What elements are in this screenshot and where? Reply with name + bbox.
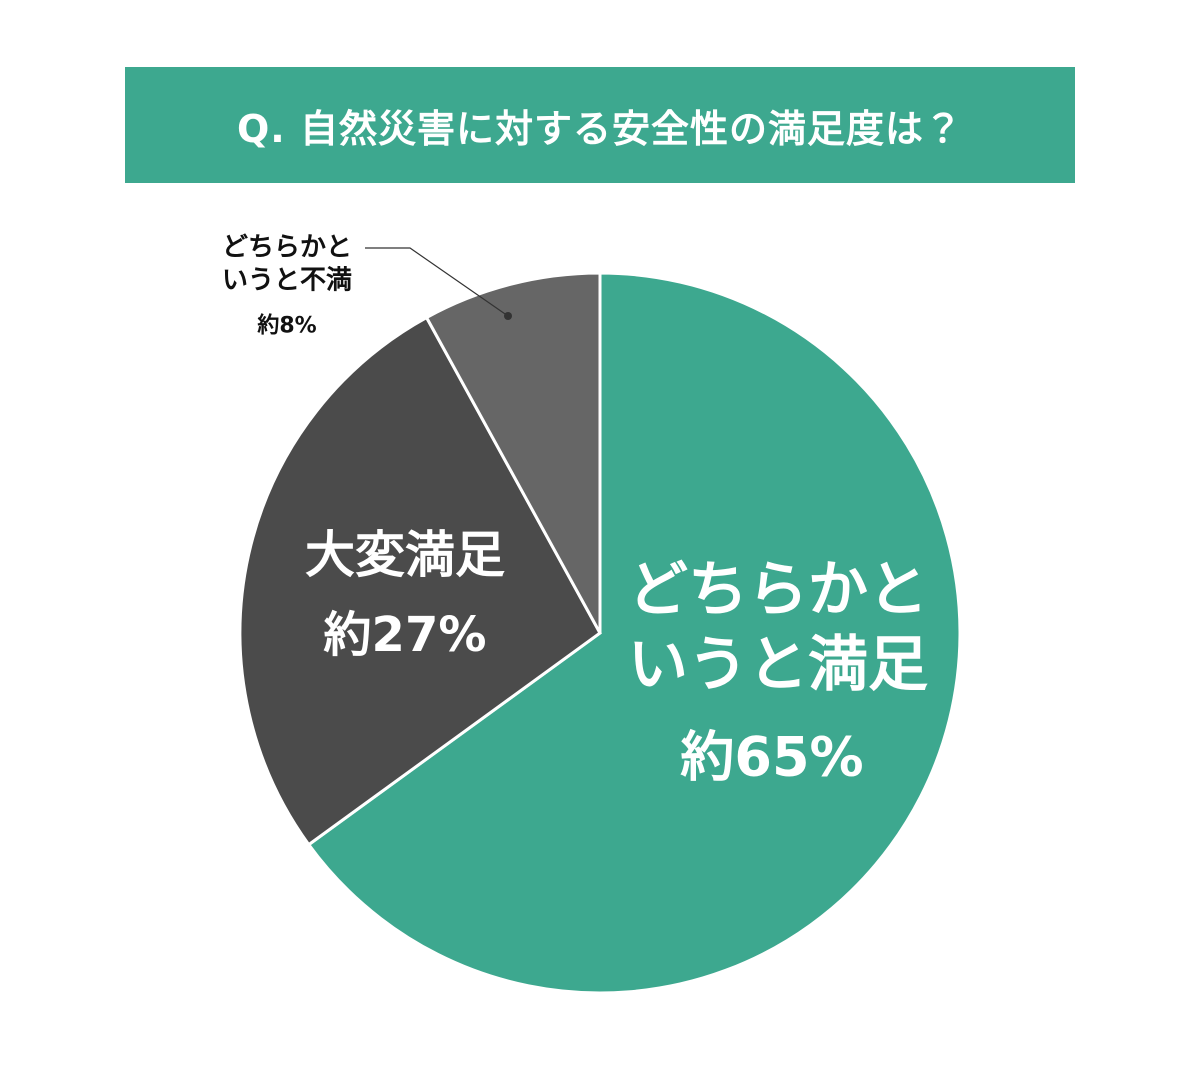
pie [238, 271, 962, 995]
slice-label: 大変満足 [305, 525, 505, 584]
pie-slice [238, 315, 602, 847]
value-label: 約65% [680, 725, 864, 789]
leader-dot [504, 312, 512, 320]
leader-line [365, 247, 509, 317]
value-label: 約8% [257, 313, 317, 339]
slice-label: どちらかと いうと不満 [221, 232, 353, 296]
pie-slice [306, 271, 962, 995]
pie-slice [424, 271, 602, 634]
title-box [125, 67, 1075, 183]
value-label: 約27% [323, 607, 487, 663]
slice-label: どちらかと いうと満足 [628, 555, 928, 700]
chart-title: Q. 自然災害に対する安全性の満足度は？ [237, 106, 963, 151]
